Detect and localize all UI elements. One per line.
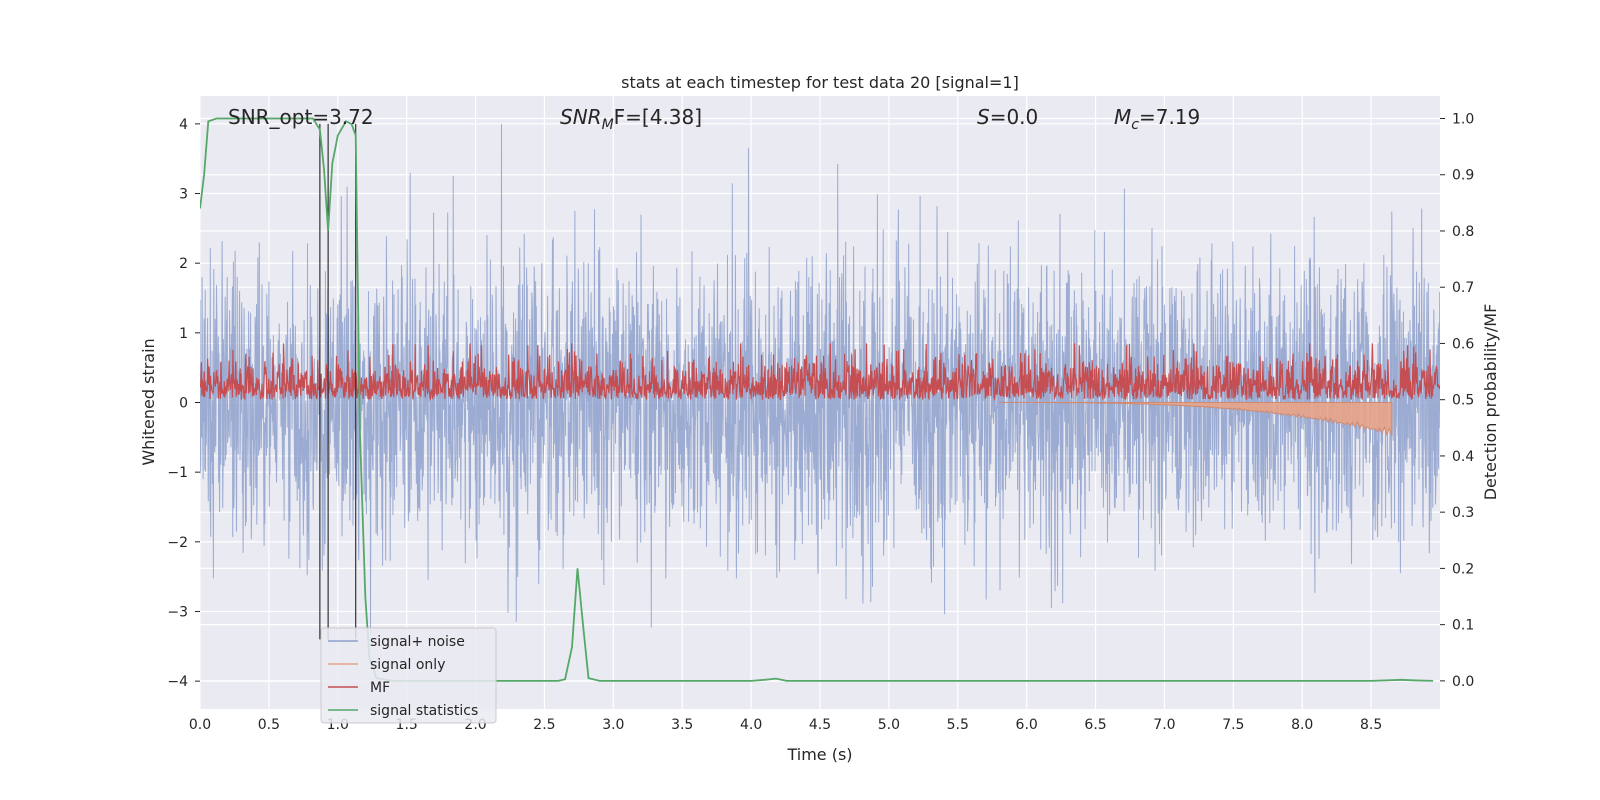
- x-tick-label: 7.5: [1222, 717, 1244, 733]
- right-y-tick-label: 0.2: [1452, 561, 1474, 577]
- right-y-tick-label: 0.6: [1452, 336, 1474, 352]
- s-value: =0.0: [990, 105, 1039, 129]
- right-y-axis-ticks: 1.0 0.9 0.8 0.7 0.6 0.5 0.4 0.3 0.2 0.1 0.0: [1440, 111, 1474, 690]
- legend-box: [320, 627, 497, 724]
- legend-label-signal-statistics: signal statistics: [370, 703, 478, 719]
- chart-title: stats at each timestep for test data 20 …: [621, 73, 1019, 92]
- mc-label: M: [1114, 105, 1131, 129]
- snr-opt-annotation: SNR_opt=3.72: [228, 105, 374, 129]
- x-tick-label: 0.5: [258, 717, 280, 733]
- right-y-tick-label: 0.0: [1452, 674, 1474, 690]
- left-y-axis-ticks: 4 3 2 1 0 −1 −2 −3 −4: [167, 117, 200, 690]
- left-y-tick-label: 3: [179, 187, 188, 203]
- x-tick-label: 4.5: [809, 717, 831, 733]
- legend-label-signal-noise: signal+ noise: [370, 634, 465, 650]
- x-tick-label: 3.0: [602, 717, 624, 733]
- s-annotation: S=0.0: [977, 105, 1038, 129]
- legend-label-mf: MF: [370, 680, 390, 696]
- vertical-markers: [319, 123, 357, 640]
- left-y-tick-label: 0: [179, 396, 188, 412]
- left-y-tick-label: −2: [167, 535, 188, 551]
- x-tick-label: 8.5: [1360, 717, 1382, 733]
- x-tick-label: 2.5: [533, 717, 555, 733]
- x-tick-label: 5.5: [947, 717, 969, 733]
- right-y-tick-label: 0.7: [1452, 280, 1474, 296]
- x-axis-label: Time (s): [786, 745, 852, 764]
- x-tick-label: 8.0: [1291, 717, 1313, 733]
- x-tick-label: 0.0: [189, 717, 211, 733]
- x-tick-label: 5.0: [878, 717, 900, 733]
- snr-mf-subscript: M: [602, 117, 614, 133]
- left-y-tick-label: 2: [179, 256, 188, 272]
- right-y-tick-label: 0.5: [1452, 393, 1474, 409]
- right-y-tick-label: 1.0: [1452, 111, 1474, 127]
- left-y-tick-label: −1: [167, 465, 188, 481]
- left-y-tick-label: −4: [167, 674, 188, 690]
- snr-mf-prefix: SNR: [560, 105, 602, 129]
- right-y-tick-label: 0.3: [1452, 505, 1474, 521]
- signal-noise-series-line: [200, 123, 1440, 635]
- x-axis-ticks: 0.0 0.5 1.0 1.5 2.0 2.5 3.0 3.5 4.0 4.5 5.0 5.5 6.0 6…: [189, 717, 1382, 733]
- mc-annotation: Mc=7.19: [1114, 105, 1200, 133]
- right-y-tick-label: 0.4: [1452, 449, 1474, 465]
- right-y-tick-label: 0.8: [1452, 224, 1474, 240]
- x-tick-label: 6.0: [1016, 717, 1038, 733]
- right-y-tick-label: 0.1: [1452, 618, 1474, 634]
- mf-series-line: [200, 343, 1440, 401]
- legend: signal+ noise signal only MF signal stat…: [320, 627, 497, 724]
- x-tick-label: 3.5: [671, 717, 693, 733]
- right-y-axis-label: Detection probability/MF: [1481, 304, 1500, 501]
- mc-subscript: c: [1131, 117, 1139, 133]
- x-tick-label: 7.0: [1153, 717, 1175, 733]
- s-label: S: [977, 105, 990, 129]
- signal-only-series-area: [999, 402, 1393, 437]
- snr-mf-suffix: F=[4.38]: [614, 105, 702, 129]
- left-y-tick-label: −3: [167, 604, 188, 620]
- left-y-tick-label: 4: [179, 117, 188, 133]
- x-tick-label: 6.5: [1084, 717, 1106, 733]
- left-y-tick-label: 1: [179, 326, 188, 342]
- right-y-tick-label: 0.9: [1452, 168, 1474, 184]
- x-tick-label: 4.0: [740, 717, 762, 733]
- legend-label-signal-only: signal only: [370, 657, 445, 673]
- mc-value: =7.19: [1139, 105, 1200, 129]
- left-y-axis-label: Whitened strain: [139, 338, 158, 465]
- snr-mf-annotation: SNRMF=[4.38]: [560, 105, 702, 133]
